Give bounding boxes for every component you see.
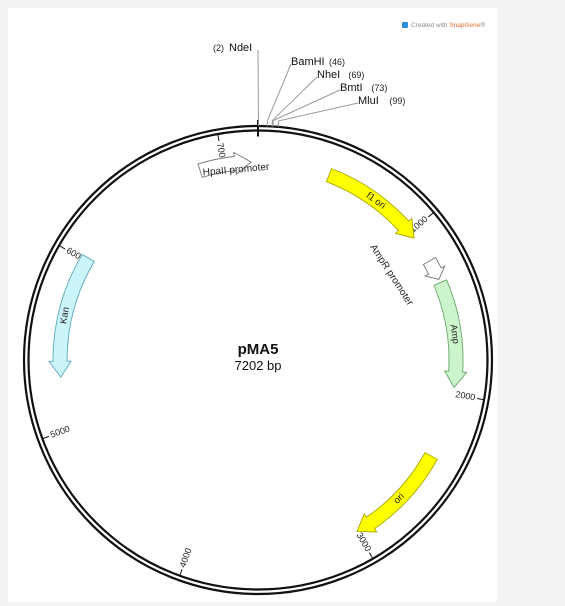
feature-ampr-promoter[interactable]: AmpR promoter bbox=[367, 243, 446, 309]
site-name-bamhi[interactable]: BamHI bbox=[291, 56, 325, 68]
feature-arrow-amp[interactable] bbox=[433, 279, 468, 389]
site-pos-bmti: (73) bbox=[371, 83, 387, 93]
credit-brand: SnapGene bbox=[449, 22, 481, 29]
tick-label-5000: 5000 bbox=[49, 424, 71, 440]
feature-label-ampr-promoter: AmpR promoter bbox=[367, 243, 415, 309]
feature-label-amp: Amp bbox=[447, 324, 461, 345]
snapgene-credit[interactable]: Created with SnapGene® bbox=[402, 22, 485, 29]
feature-arrow-ampr-promoter[interactable] bbox=[422, 256, 446, 280]
site-layer: (2) NdeI BamHI (46) NheI (69) BmtI (73) MluI (99) bbox=[213, 42, 405, 137]
site-leader-bamhi bbox=[266, 63, 292, 127]
site-leader-bmti bbox=[272, 89, 341, 127]
map-panel bbox=[8, 8, 497, 602]
feature-arrow-f1-ori[interactable] bbox=[325, 168, 415, 239]
site-name-nhei[interactable]: NheI bbox=[317, 69, 340, 81]
feature-label-kan: Kan bbox=[58, 306, 72, 325]
tick-4000 bbox=[179, 568, 183, 576]
tick-6000 bbox=[58, 245, 66, 250]
plasmid-size: 7202 bp bbox=[235, 358, 282, 373]
site-pos-bamhi: (46) bbox=[329, 57, 345, 67]
site-leader-nhei bbox=[271, 76, 318, 127]
plasmid-name: pMA5 bbox=[238, 341, 279, 358]
tick-2000 bbox=[477, 398, 485, 401]
snapgene-logo-icon bbox=[402, 22, 408, 28]
tick-3000 bbox=[368, 552, 374, 559]
feature-ori[interactable]: ori bbox=[356, 451, 438, 533]
credit-prefix: Created with bbox=[411, 22, 450, 29]
site-name-bmti[interactable]: BmtI bbox=[340, 82, 363, 94]
tick-5000 bbox=[42, 435, 50, 440]
feature-hpaii-promoter[interactable]: HpaII promoter bbox=[197, 151, 270, 179]
tick-7000 bbox=[217, 133, 220, 142]
site-leader-mlui bbox=[277, 102, 359, 127]
site-pos-mlui: (99) bbox=[389, 96, 405, 106]
site-name-ndei[interactable]: NdeI bbox=[229, 42, 252, 54]
feature-amp[interactable]: Amp bbox=[433, 279, 468, 389]
site-pos-ndei: (2) bbox=[213, 43, 224, 53]
feature-kan[interactable]: Kan bbox=[48, 253, 95, 379]
tick-label-4000: 4000 bbox=[177, 547, 193, 569]
tick-label-3000: 3000 bbox=[355, 531, 374, 553]
feature-arrow-ori[interactable] bbox=[356, 451, 438, 533]
site-name-mlui[interactable]: MluI bbox=[358, 95, 379, 107]
feature-arrow-hpaii-promoter[interactable] bbox=[197, 151, 252, 178]
site-pos-nhei: (69) bbox=[348, 70, 364, 80]
feature-arrow-kan[interactable] bbox=[48, 253, 95, 379]
credit-mark: ® bbox=[480, 22, 486, 29]
tick-label-2000: 2000 bbox=[455, 389, 476, 402]
tick-1000 bbox=[428, 212, 435, 218]
